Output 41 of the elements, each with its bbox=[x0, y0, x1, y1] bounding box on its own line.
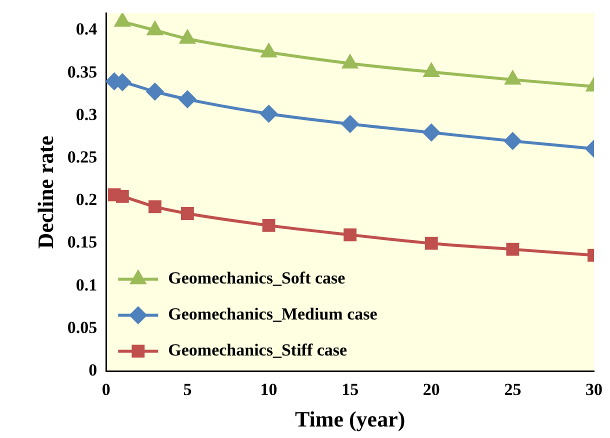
point bbox=[178, 90, 196, 108]
point bbox=[422, 124, 440, 142]
point bbox=[148, 200, 162, 214]
x-tick-label: 0 bbox=[102, 380, 110, 399]
point bbox=[424, 64, 439, 78]
point bbox=[505, 71, 520, 85]
point bbox=[504, 132, 522, 150]
point bbox=[116, 190, 129, 203]
y-tick-label: 0.05 bbox=[67, 318, 98, 337]
y-tick-label: 0.35 bbox=[67, 62, 98, 82]
point bbox=[181, 207, 194, 220]
point bbox=[260, 105, 278, 122]
x-tick-label: 30 bbox=[586, 380, 602, 399]
y-tick-label: 0.15 bbox=[67, 232, 98, 252]
y-tick-label: 0.2 bbox=[76, 190, 98, 210]
point bbox=[147, 22, 162, 36]
point bbox=[506, 242, 520, 256]
x-tick-label: 10 bbox=[260, 380, 278, 399]
x-tick-label: 15 bbox=[342, 380, 359, 399]
point bbox=[180, 30, 196, 44]
point bbox=[146, 83, 164, 100]
y-tick-label: 0.25 bbox=[67, 147, 98, 166]
point bbox=[424, 236, 438, 250]
point bbox=[342, 116, 359, 133]
legend-label: Geomechanics_Medium case bbox=[168, 304, 378, 324]
x-tick-label: 5 bbox=[183, 380, 192, 399]
y-axis-title: Decline rate bbox=[32, 135, 58, 249]
point bbox=[262, 218, 276, 232]
x-axis-title: Time (year) bbox=[294, 406, 406, 432]
y-tick-label: 0.1 bbox=[76, 275, 98, 294]
legend-label: Geomechanics_Stiff case bbox=[168, 340, 348, 360]
y-tick-label: 0.3 bbox=[76, 104, 98, 124]
y-tick-label: 0 bbox=[88, 360, 98, 380]
point bbox=[342, 54, 358, 68]
legend-label: Geomechanics_Soft case bbox=[168, 268, 346, 288]
point bbox=[114, 13, 130, 27]
point bbox=[344, 228, 357, 242]
x-tick-label: 25 bbox=[504, 380, 522, 399]
point bbox=[261, 44, 276, 58]
x-tick-label: 20 bbox=[422, 380, 440, 399]
y-tick-label: 0.4 bbox=[76, 20, 98, 39]
